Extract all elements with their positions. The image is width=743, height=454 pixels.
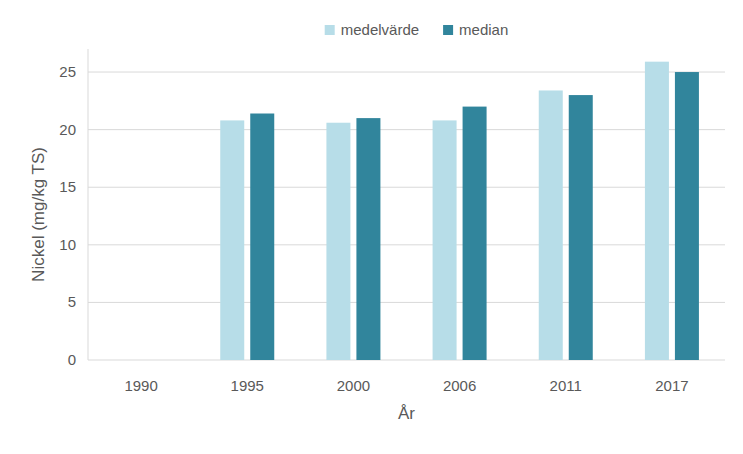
legend: medelvärde median [325, 21, 509, 38]
x-axis-label: År [398, 404, 415, 423]
grid-line [88, 244, 725, 245]
chart-container: 0 5 10 15 20 25 1990 1995 2000 2006 2011 2017 År Nick… [0, 0, 743, 454]
y-tick-label: 10 [59, 236, 76, 253]
bar [569, 95, 593, 360]
bars [220, 62, 699, 360]
x-tick-label: 2011 [550, 377, 582, 394]
bar [356, 118, 380, 360]
legend-label: median [459, 21, 508, 38]
bar [250, 114, 274, 360]
bar [645, 62, 669, 360]
y-tick-label: 0 [68, 351, 76, 368]
bar [539, 90, 563, 360]
chart-svg: 0 5 10 15 20 25 1990 1995 2000 2006 2011 2017 År Nick… [0, 0, 743, 454]
grid-line [88, 129, 725, 130]
x-tick-label: 1990 [124, 377, 157, 394]
bar [463, 107, 487, 360]
legend-swatch [325, 25, 335, 35]
y-axis-label: Nickel (mg/kg TS) [29, 147, 48, 282]
y-tick-label: 20 [59, 121, 76, 138]
legend-label: medelvärde [341, 21, 419, 38]
x-tick-label: 2017 [655, 377, 688, 394]
bar [326, 123, 350, 360]
y-tick-label: 15 [59, 178, 76, 195]
grid-line [88, 302, 725, 303]
grid-line [88, 72, 725, 73]
bar [220, 120, 244, 360]
grid-line [88, 360, 725, 361]
bar [433, 120, 457, 360]
bar [675, 72, 699, 360]
x-tick-label: 1995 [231, 377, 264, 394]
x-tick-label: 2006 [443, 377, 476, 394]
grid-line [88, 187, 725, 188]
y-tick-label: 25 [59, 63, 76, 80]
y-axis-line [88, 49, 89, 360]
y-tick-label: 5 [68, 293, 76, 310]
legend-swatch [443, 25, 453, 35]
x-tick-label: 2000 [337, 377, 370, 394]
